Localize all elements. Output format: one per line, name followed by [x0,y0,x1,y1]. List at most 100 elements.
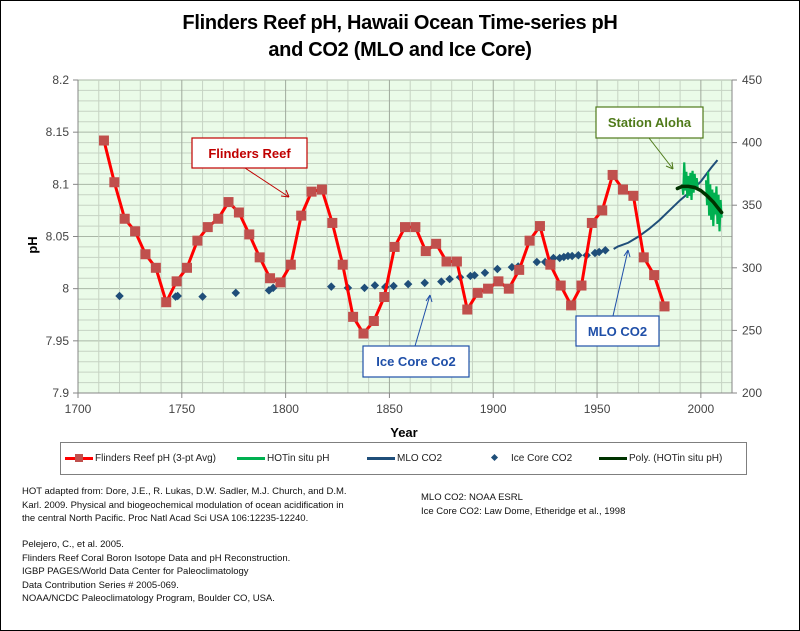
reference-line: IGBP PAGES/World Data Center for Paleocl… [22,566,249,577]
reference-line: Karl. 2009. Physical and biogeochemical … [22,499,344,511]
flinders-reef-point [472,287,483,298]
y2-tick-label: 300 [742,261,762,275]
legend: Flinders Reef pH (3-pt Avg) HOTin situ p… [60,442,747,475]
legend-label: Flinders Reef pH (3-pt Avg) [95,452,216,464]
flinders-reef-point [586,217,597,228]
legend-label: MLO CO2 [397,452,443,464]
flinders-reef-point [327,217,338,228]
annotation-box [362,345,470,378]
flinders-reef-point [431,238,442,249]
chart-svg: 7.9 7.95 8 8.05 8.1 8.15 8.2 200 250 300 350 400 450… [25,73,763,440]
mlo-co2-line [613,159,719,250]
reference-line: the central North Pacific. Proc Natl Aca… [22,513,309,524]
hot-in-situ-ph-line [704,171,723,232]
flinders-reef-point [192,235,203,246]
flinders-reef-point [223,197,234,208]
ice-core-co2-point [198,292,207,301]
flinders-reef-point [628,190,639,201]
flinders-reef-point [119,213,130,224]
annotation-arrow [648,137,674,170]
flinders-reef-point [358,328,369,339]
ice-core-co2-point [480,268,490,278]
x-tick-label: 1850 [376,402,403,416]
ice-core-co2-point [268,283,278,293]
y2-tick-label: 400 [742,136,762,150]
ice-core-co2-point [437,277,446,286]
annotation-box [595,106,704,139]
arrow-head-icon [280,189,290,198]
flinders-reef-point [555,280,566,291]
arrow-head-icon [665,161,674,170]
ice-core-co2-point [507,262,517,272]
x-axis-title: Year [390,425,417,440]
legend-swatch-diamond-icon [481,452,509,464]
x-tick-label: 2000 [688,402,715,416]
flinders-reef-point [389,241,400,252]
flinders-reef-point [659,301,670,312]
y2-tick-label: 250 [742,323,762,337]
annotation-label: Flinders Reef [208,146,291,161]
ice-core-co2-point [420,278,429,288]
chart-title-line-2: and CO2 (MLO and Ice Core) [268,39,532,61]
reference-hot: HOT adapted from: Dore, J.E., R. Lukas, … [22,485,347,526]
x-tick-label: 1950 [584,402,611,416]
ice-core-co2-point [360,283,369,293]
y-tick-label: 8.2 [52,73,69,87]
annotation-label: Station Aloha [608,115,692,130]
flinders-reef-point [182,262,192,273]
flinders-reef-point [451,256,462,267]
y2-tick-label: 350 [742,198,762,212]
y-tick-label: 7.95 [46,334,70,348]
arrow-head-icon [623,249,631,258]
annotation-box [575,315,660,347]
flinders-reef-point [618,184,628,195]
x-tick-label: 1900 [480,402,507,416]
annotation-flinders-reef: Flinders Reef [191,137,308,198]
flinders-reef-point [638,252,649,263]
series-layer [98,135,724,339]
annotation-station-aloha: Station Aloha [595,106,704,170]
axes: 7.9 7.95 8 8.05 8.1 8.15 8.2 200 250 300 350 400 450… [46,73,763,416]
flinders-reef-point [202,222,213,233]
flinders-reef-point [161,297,172,308]
reference-co2: MLO CO2: NOAA ESRL Ice Core CO2: Law Dom… [421,491,625,518]
legend-label: Ice Core CO2 [511,452,573,464]
y-tick-label: 8 [62,282,69,296]
flinders-reef-point [545,259,556,270]
y-tick-label: 7.9 [52,386,69,400]
y2-tick-label: 200 [742,386,762,400]
reference-pelejero: Pelejero, C., et al. 2005. Flinders Reef… [22,538,290,606]
flinders-reef-point [254,252,265,263]
reference-line: Flinders Reef Coral Boron Isotope Data a… [22,552,291,564]
flinders-reef-point [524,235,535,246]
flinders-reef-point [462,304,473,315]
ice-core-co2-point [173,291,182,301]
annotation-ice-core-co2: Ice Core Co2 [362,294,470,378]
flinders-reef-point [213,213,224,224]
flinders-reef-point [98,135,109,146]
chart-title-line-1: Flinders Reef pH, Hawaii Ocean Time-seri… [182,12,618,34]
legend-item-poly-hot: Poly. (HOTin situ pH) [599,452,722,464]
flinders-reef-point [285,259,296,270]
annotation-arrow [612,249,629,317]
ice-core-co2-point [389,281,398,291]
flinders-reef-point [379,292,390,303]
legend-item-hot-in-situ-ph: HOTin situ pH [237,452,329,464]
y2-tick-label: 450 [742,73,762,87]
flinders-reef-point [576,280,587,291]
y-tick-label: 8.1 [52,177,69,191]
flinders-reef-point [348,311,359,322]
annotation-label: Ice Core Co2 [376,354,455,369]
annotation-arrow [244,167,290,198]
hot-in-situ-ph-line [681,162,699,201]
flinders-reef-point [400,222,410,233]
flinders-reef-point [410,222,421,233]
x-tick-label: 1700 [65,402,92,416]
flinders-reef-point [337,259,348,270]
ice-core-co2-point [532,257,542,267]
flinders-reef-point [607,169,618,180]
flinders-reef-point [649,270,660,281]
annotation-label: MLO CO2 [588,324,647,339]
y-tick-label: 8.05 [46,230,70,244]
legend-swatch-blue-line-icon [367,452,395,464]
